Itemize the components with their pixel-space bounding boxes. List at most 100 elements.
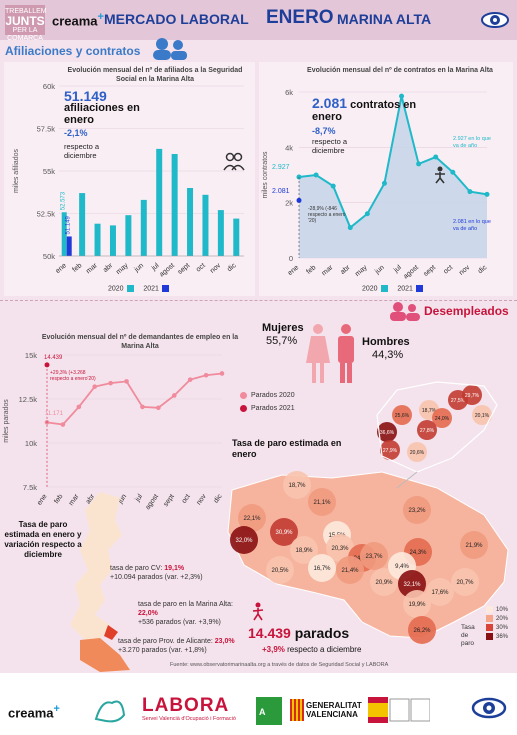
ma-parados: +536 parados (var. +3,9%) xyxy=(138,619,221,626)
cv-rate-block: tasa de paro CV: 19,1% +10.094 parados (… xyxy=(110,564,250,582)
hombres-pct: 44,3% xyxy=(372,349,404,361)
map-municipality-label: 32,0% xyxy=(235,538,253,544)
afil-bar-label-2021: 51.149 xyxy=(66,215,72,234)
afil-bar-2020 xyxy=(187,188,194,256)
parados-x-tick: jul xyxy=(134,493,145,504)
parados-line-2020 xyxy=(46,372,223,426)
map-municipality-label: 30,9% xyxy=(275,530,293,536)
total-change-block: +3,9% respecto a diciembre xyxy=(262,645,362,654)
map-municipality-label: 23,2% xyxy=(408,508,426,514)
tasa-legend-20: 20% xyxy=(496,616,509,623)
map-municipality-label: 36,6% xyxy=(380,430,395,436)
contr-x-tick: jul xyxy=(392,264,403,275)
afil-x-tick: mar xyxy=(85,262,99,276)
afil-bar-label-2020: 52.573 xyxy=(61,191,67,210)
comarca-logo-icon xyxy=(94,700,126,723)
afiliados-change: -2,1% xyxy=(64,128,88,138)
map-municipality-cell xyxy=(403,496,431,524)
logo-treballem-text: TREBALLEM xyxy=(5,8,47,15)
parados-y-tick: 10k xyxy=(25,439,37,448)
legend-parados-2021-label: Parados 2021 xyxy=(251,405,295,412)
svg-text:A: A xyxy=(259,707,266,717)
map-municipality-label: 25,6% xyxy=(395,413,410,419)
map-municipality-label: 19,9% xyxy=(408,602,426,608)
parados-y-tick: 7.5k xyxy=(23,483,37,492)
comarca-map: 18,7%21,1%23,2%22,1%30,9%15,5%21,9%32,0%… xyxy=(227,381,509,644)
parados-y-axis-label: miles parados xyxy=(3,399,10,443)
ma-rate-value: 22,0% xyxy=(138,610,158,617)
hombres-label: Hombres xyxy=(362,336,410,348)
map-municipality-label: 17,6% xyxy=(431,590,449,596)
parados-x-tick: nov xyxy=(196,493,208,507)
contr-point-2020 xyxy=(467,189,473,195)
afil-x-tick: jun xyxy=(133,262,146,274)
labora-logo: LABORA xyxy=(142,695,230,716)
map-municipality-label: 24,0% xyxy=(435,416,450,422)
contr-x-tick: sept xyxy=(422,264,437,278)
map-municipality-label: 27,5% xyxy=(451,398,466,404)
contr-x-tick: nov xyxy=(458,264,472,277)
parados-point-2020 xyxy=(92,384,98,389)
person-walking-icon xyxy=(252,602,264,621)
section-desempleados-title: Desempleados xyxy=(424,304,509,318)
map-municipality-label: 20,7% xyxy=(456,580,474,586)
ma-rate-block: tasa de paro en la Marina Alta: 22,0% +5… xyxy=(138,600,253,627)
afil-y-tick: 52.5k xyxy=(37,210,56,219)
generalitat-line2: VALENCIANA xyxy=(306,710,358,719)
map-municipality-cell xyxy=(230,526,258,554)
afil-x-tick: feb xyxy=(71,262,83,274)
map-municipality-cell xyxy=(403,590,431,618)
afil-bar-2020 xyxy=(233,218,240,256)
map-municipality-cell xyxy=(238,504,266,532)
contr-point-2020 xyxy=(381,180,387,186)
logo-junts-text: JUNTS xyxy=(5,14,45,28)
total-parados-value: 14.439 xyxy=(248,625,291,641)
contr-y-tick: 0 xyxy=(289,254,293,263)
legend-2020-swatch xyxy=(126,285,134,292)
map-municipality-cell xyxy=(460,531,488,559)
tasa-swatch-36 xyxy=(486,633,493,641)
creama-logo: creama+ xyxy=(52,11,104,29)
afil-bar-2020 xyxy=(109,225,116,256)
legend-c2021-label: 2021 xyxy=(397,285,413,293)
title-region: MARINA ALTA xyxy=(337,11,432,27)
contr-x-tick: feb xyxy=(305,264,317,276)
afil-bar-2020 xyxy=(125,215,132,256)
afil-x-tick: oct xyxy=(195,262,207,273)
generalitat-line1: GENERALITAT xyxy=(306,701,362,710)
legend-2021-label: 2021 xyxy=(143,285,159,293)
tasa-legend-36: 36% xyxy=(496,634,509,641)
afil-bar-2021 xyxy=(66,236,72,256)
title-month: ENERO xyxy=(266,7,334,28)
map-municipality-label: 18,7% xyxy=(288,483,306,489)
contratos-big-number: 2.081 xyxy=(312,95,348,111)
parados-x-tick: dic xyxy=(213,493,224,505)
footer-creama-logo: creama+ xyxy=(8,703,60,721)
contr-point-2020 xyxy=(416,161,422,167)
map-municipality-cell xyxy=(408,616,436,644)
marina-alta-region-shape xyxy=(104,625,118,640)
map-municipality-label: 24,3% xyxy=(409,550,427,556)
parados-y-tick: 15k xyxy=(25,351,37,360)
contr-y-tick: 6k xyxy=(285,88,293,97)
map-municipality-cell xyxy=(266,556,294,584)
people-group-icon xyxy=(153,38,187,60)
afil-x-tick: dic xyxy=(226,262,238,273)
avalem-logo-icon: A xyxy=(256,697,282,725)
map-municipality-cell xyxy=(417,420,437,440)
parados-legend: Parados 2020 Parados 2021 xyxy=(240,389,295,415)
legend-parados-2020-label: Parados 2020 xyxy=(251,392,295,399)
afil-bar-2020 xyxy=(94,223,101,256)
cv-map-title: Tasa de paro estimada en enero y variaci… xyxy=(4,520,82,559)
map-municipality-cell xyxy=(407,442,427,462)
contratos-ytd-2021-note: 2.081 en lo que va de año xyxy=(453,219,491,232)
logo-sub-text: PER LA COMARCA xyxy=(7,27,43,42)
legend-c2020-swatch xyxy=(380,285,388,292)
contr-point-2020 xyxy=(433,154,439,160)
eye-logo-icon xyxy=(481,12,509,28)
contr-point-2020 xyxy=(330,183,336,189)
ma-rate-label: tasa de paro en la Marina Alta: xyxy=(138,601,233,608)
contr-x-tick: ene xyxy=(287,264,301,277)
contr-y-tick: 2k xyxy=(285,199,293,208)
map-municipality-label: 27,9% xyxy=(383,448,398,454)
